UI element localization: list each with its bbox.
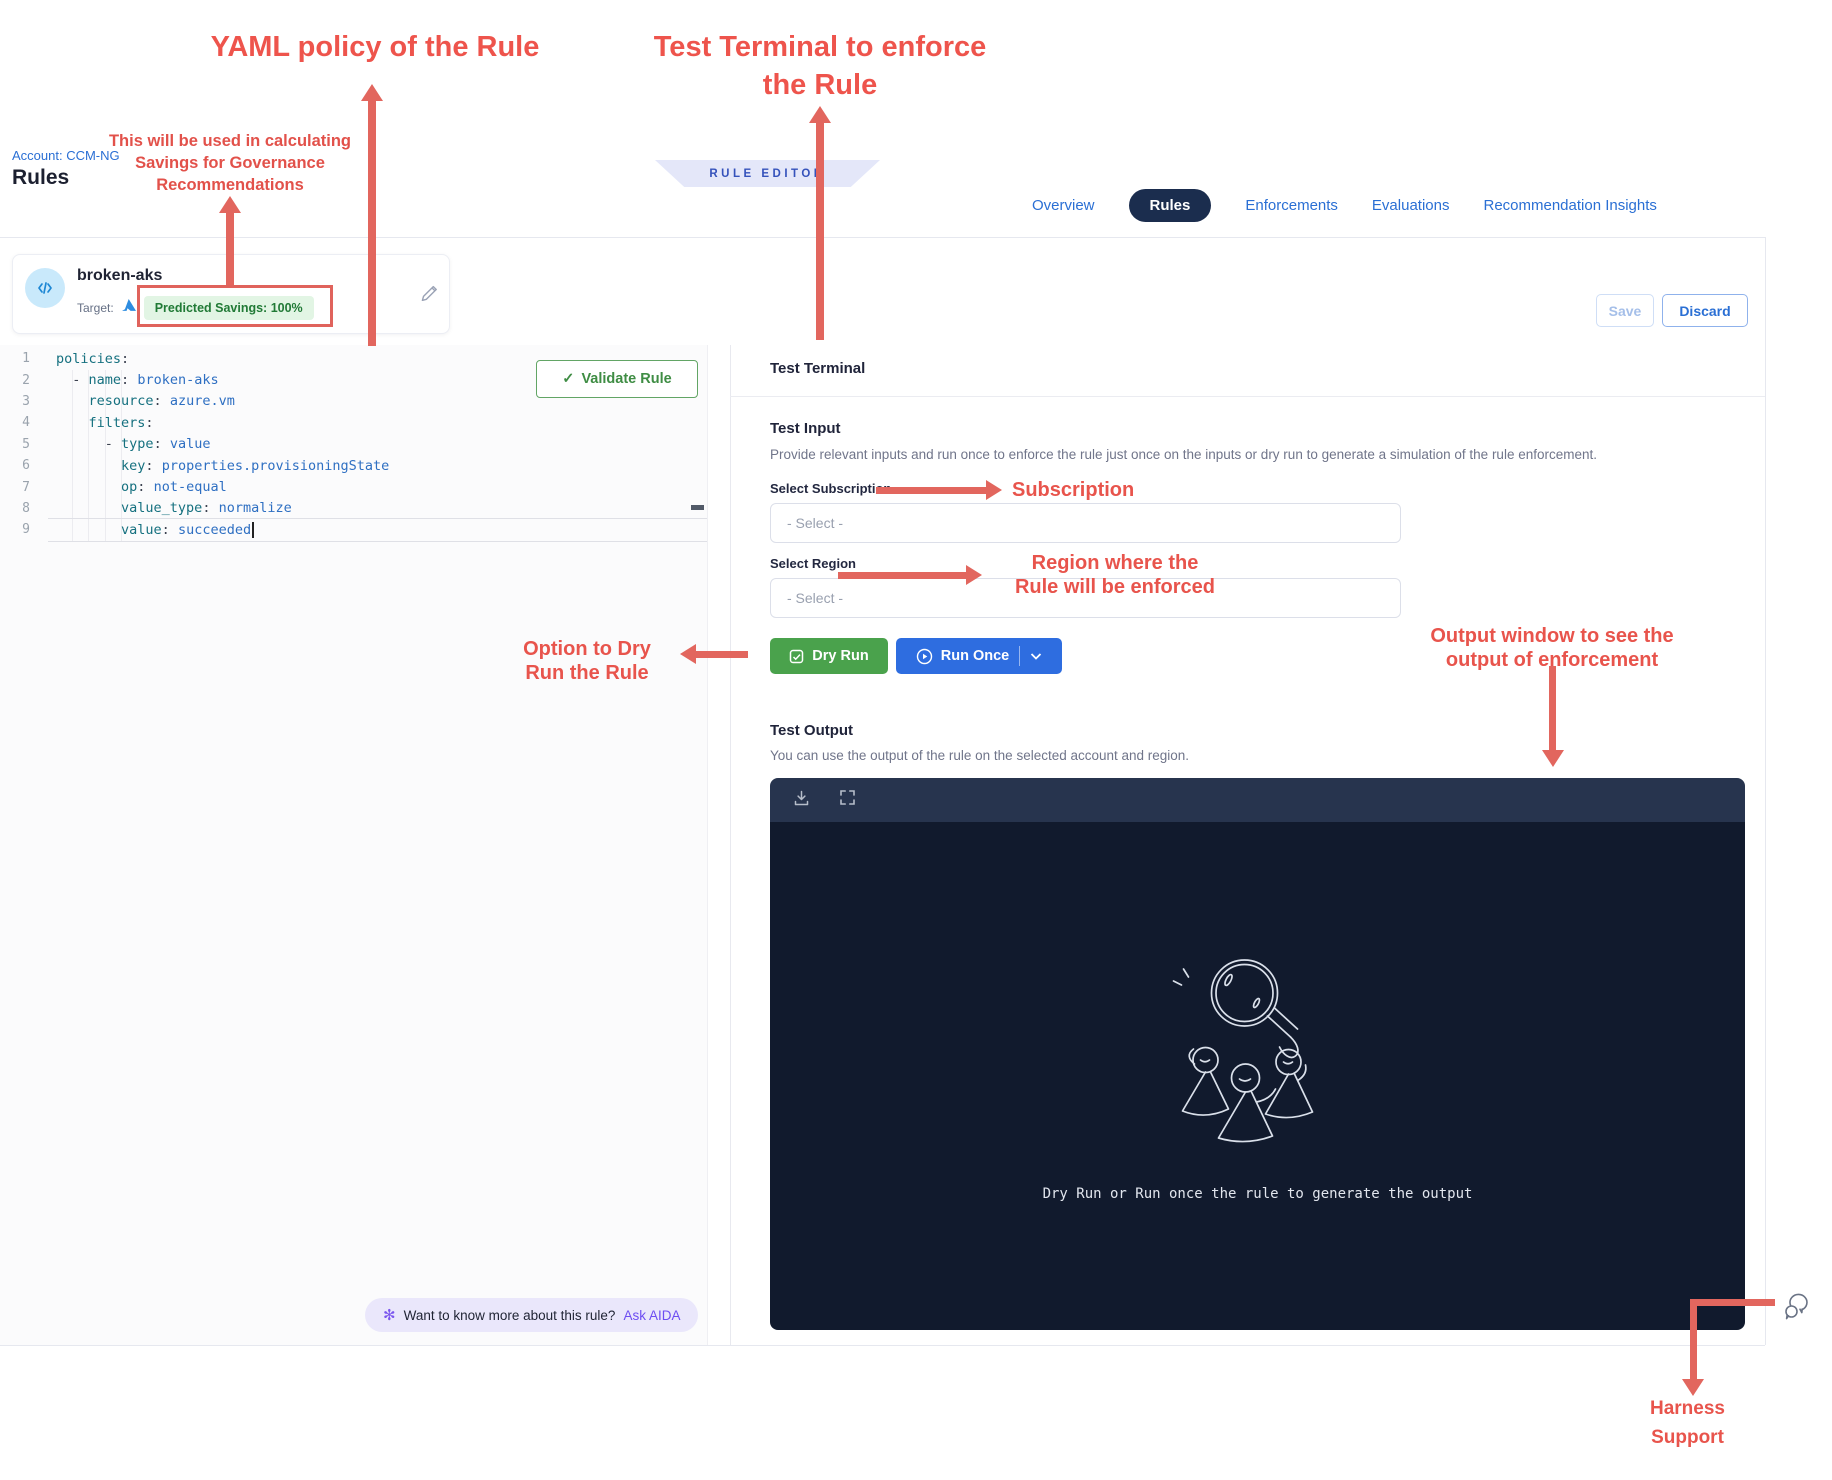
annotation-savings: This will be used in calculating Savings… bbox=[108, 132, 352, 194]
header-divider bbox=[0, 237, 1765, 238]
subscription-placeholder: - Select - bbox=[787, 515, 844, 531]
edit-rule-icon[interactable] bbox=[419, 280, 440, 306]
yaml-editor[interactable]: 1 policies: 2 - name: broken-aks 3 resource… bbox=[0, 345, 708, 1345]
tab-bar: Overview Rules Enforcements Evaluations Reco… bbox=[1032, 186, 1657, 224]
code-line: 6 key: properties.provisioningState bbox=[22, 457, 390, 474]
indent-guide bbox=[72, 370, 73, 542]
region-placeholder: - Select - bbox=[787, 590, 844, 606]
dry-run-button[interactable]: Dry Run bbox=[770, 638, 888, 674]
rule-name: broken-aks bbox=[77, 267, 163, 284]
code-line: 9 value: succeeded bbox=[0, 519, 707, 540]
tab-recommendation-insights[interactable]: Recommendation Insights bbox=[1483, 196, 1657, 214]
region-select[interactable]: - Select - bbox=[770, 578, 1401, 618]
test-input-title: Test Input bbox=[770, 420, 841, 437]
test-output-description: You can use the output of the rule on th… bbox=[770, 748, 1190, 763]
check-icon: ✓ bbox=[562, 371, 575, 387]
discard-button[interactable]: Discard bbox=[1662, 294, 1748, 327]
tab-enforcements[interactable]: Enforcements bbox=[1245, 196, 1338, 214]
indent-guide bbox=[121, 370, 122, 542]
target-label: Target: bbox=[77, 301, 114, 315]
test-terminal-title: Test Terminal bbox=[770, 360, 866, 377]
code-line: 8 value_type: normalize bbox=[22, 500, 292, 517]
rule-meta-row: Target: Predicted Savings: 100% bbox=[77, 295, 314, 321]
rule-type-icon bbox=[25, 268, 65, 308]
test-output-title: Test Output bbox=[770, 722, 854, 739]
code-line: 2 - name: broken-aks bbox=[22, 372, 219, 389]
play-circle-icon bbox=[916, 648, 932, 664]
dry-run-label: Dry Run bbox=[812, 648, 869, 664]
subscription-select[interactable]: - Select - bbox=[770, 503, 1401, 543]
output-body: Dry Run or Run once the rule to generate… bbox=[770, 822, 1745, 1330]
code-line: 4 filters: bbox=[22, 414, 154, 431]
annotation-test-terminal: Test Terminal to enforce the Rule bbox=[653, 31, 987, 101]
terminal-divider bbox=[730, 396, 1765, 397]
output-window: Dry Run or Run once the rule to generate… bbox=[770, 778, 1745, 1330]
azure-icon bbox=[121, 298, 137, 318]
predicted-savings-badge: Predicted Savings: 100% bbox=[143, 296, 314, 320]
aida-icon: ✻ bbox=[383, 1307, 396, 1324]
rule-editor-ribbon: RULE EDITOR bbox=[655, 160, 880, 187]
overview-ruler-marker bbox=[691, 505, 704, 510]
indent-guide bbox=[88, 370, 89, 542]
ask-aida-link[interactable]: Ask AIDA bbox=[623, 1307, 681, 1323]
code-line: 5 - type: value bbox=[22, 436, 211, 453]
checkbox-icon bbox=[790, 649, 804, 663]
empty-state-illustration bbox=[1172, 959, 1313, 1143]
content-right-border bbox=[1765, 237, 1766, 1345]
validate-rule-label: Validate Rule bbox=[581, 371, 672, 387]
download-icon[interactable] bbox=[792, 789, 811, 812]
current-line-highlight bbox=[48, 518, 707, 542]
text-cursor bbox=[252, 521, 254, 538]
run-once-button[interactable]: Run Once bbox=[896, 638, 1062, 674]
code-line: 3 resource: azure.vm bbox=[22, 393, 235, 410]
save-button[interactable]: Save bbox=[1596, 294, 1654, 327]
subscription-label: Select Subscription bbox=[770, 481, 892, 496]
output-toolbar bbox=[770, 778, 1745, 822]
tab-rules[interactable]: Rules bbox=[1128, 188, 1212, 222]
support-chat-icon[interactable] bbox=[1779, 1290, 1815, 1329]
empty-state-message: Dry Run or Run once the rule to generate… bbox=[1042, 1186, 1473, 1202]
rule-card: broken-aks Target: Predicted Savings: 10… bbox=[12, 254, 450, 334]
tab-evaluations[interactable]: Evaluations bbox=[1371, 196, 1450, 214]
page-title: Rules bbox=[12, 166, 70, 189]
breadcrumb[interactable]: Account: CCM-NG bbox=[12, 148, 120, 163]
code-line: 7 op: not-equal bbox=[22, 479, 227, 496]
test-input-description: Provide relevant inputs and run once to … bbox=[770, 447, 1597, 462]
validate-rule-button[interactable]: ✓ Validate Rule bbox=[536, 360, 698, 398]
button-divider bbox=[1019, 646, 1021, 666]
test-terminal-pane: Test Terminal Test Input Provide relevan… bbox=[730, 345, 1765, 1345]
content-bottom-border bbox=[0, 1345, 1765, 1346]
aida-banner: ✻ Want to know more about this rule? Ask… bbox=[365, 1298, 699, 1332]
code-line: 1 policies: bbox=[22, 350, 130, 367]
indent-guide bbox=[105, 370, 106, 542]
chevron-down-icon[interactable] bbox=[1030, 652, 1042, 661]
pane-divider bbox=[730, 345, 731, 1345]
fullscreen-icon[interactable] bbox=[839, 789, 856, 811]
annotation-yaml-policy: YAML policy of the Rule bbox=[210, 31, 540, 63]
run-once-label: Run Once bbox=[940, 648, 1010, 664]
region-label: Select Region bbox=[770, 556, 856, 571]
annotation-harness-support: Harness Support bbox=[1650, 1398, 1725, 1448]
aida-question: Want to know more about this rule? bbox=[403, 1307, 616, 1323]
tab-overview[interactable]: Overview bbox=[1032, 196, 1095, 214]
